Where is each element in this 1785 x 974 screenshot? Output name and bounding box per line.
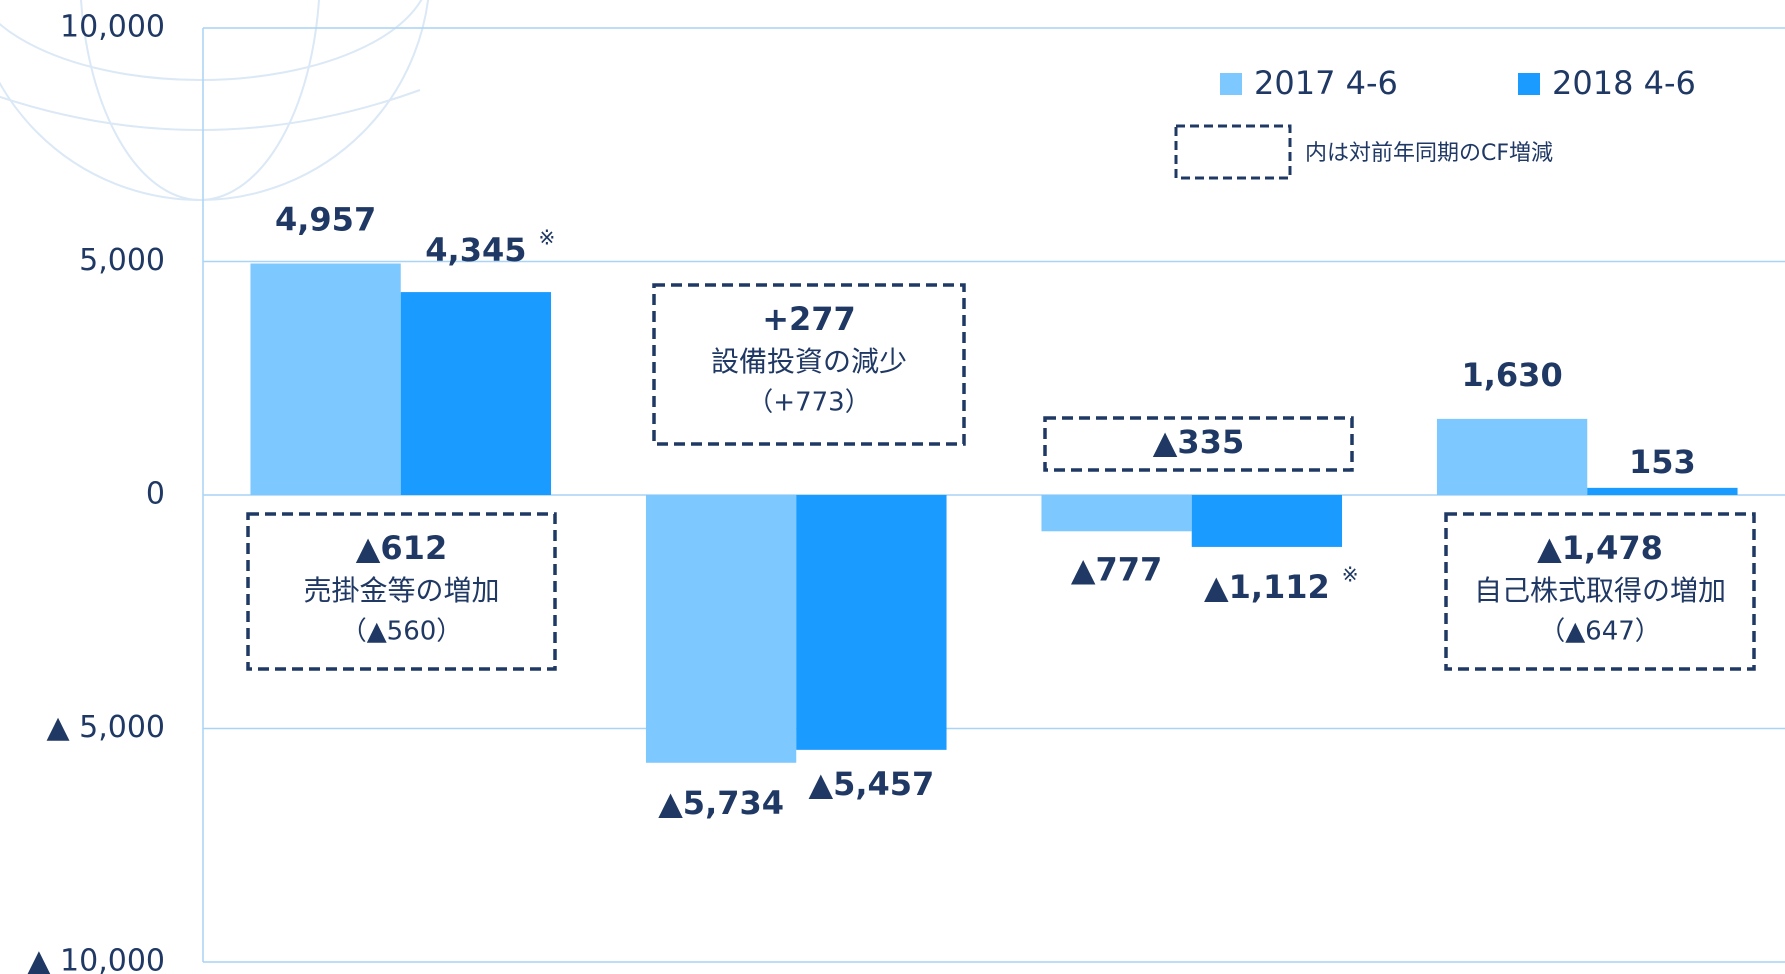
bar	[401, 292, 551, 495]
legend-swatch	[1518, 73, 1540, 95]
value-label: 4,957	[275, 201, 376, 239]
value-label: 4,345	[425, 231, 526, 269]
y-tick-label: 0	[146, 477, 165, 512]
annotation-text: 売掛金等の増加	[303, 574, 499, 607]
annotation-text: ▲335	[1153, 423, 1244, 461]
note-mark: ※	[1342, 562, 1359, 586]
annotation-text: 設備投資の減少	[711, 345, 907, 378]
y-tick-label: ▲ 10,000	[27, 944, 165, 974]
y-tick-label: ▲ 5,000	[47, 710, 166, 745]
bar	[1041, 495, 1191, 531]
bar	[1437, 419, 1587, 495]
annotation-text: （▲560）	[341, 617, 463, 647]
value-label: ▲5,457	[808, 765, 934, 803]
legend-label: 2017 4-6	[1254, 64, 1398, 102]
chart: 内は対前年同期のCF増減 ▲ 10,000 ▲ 5,000 0 5,000 10,000…	[0, 0, 1785, 974]
annotation-text: +277	[762, 300, 856, 338]
legend-note-box	[1176, 126, 1290, 178]
bar	[646, 495, 796, 763]
annotation-text: 自己株式取得の増加	[1474, 574, 1726, 607]
y-tick-label: 10,000	[60, 10, 165, 45]
bar	[796, 495, 946, 750]
annotation-text: （▲647）	[1539, 617, 1661, 647]
note-mark: ※	[539, 226, 556, 250]
legend-swatch	[1220, 73, 1242, 95]
annotation-text: ▲1,478	[1537, 529, 1663, 567]
y-tick-label: 5,000	[79, 243, 165, 278]
value-label: ▲5,734	[658, 784, 784, 822]
annotation-text: ▲612	[356, 529, 447, 567]
bar	[1192, 495, 1342, 547]
value-label: ▲1,112	[1204, 568, 1330, 606]
value-label: 153	[1629, 443, 1696, 481]
annotation-text: （+773）	[747, 388, 870, 418]
legend-note: 内は対前年同期のCF増減	[1305, 141, 1553, 166]
legend-label: 2018 4-6	[1552, 64, 1696, 102]
bar	[1587, 488, 1737, 495]
value-label: 1,630	[1461, 356, 1562, 394]
value-label: ▲777	[1071, 550, 1162, 588]
bar	[250, 264, 400, 495]
